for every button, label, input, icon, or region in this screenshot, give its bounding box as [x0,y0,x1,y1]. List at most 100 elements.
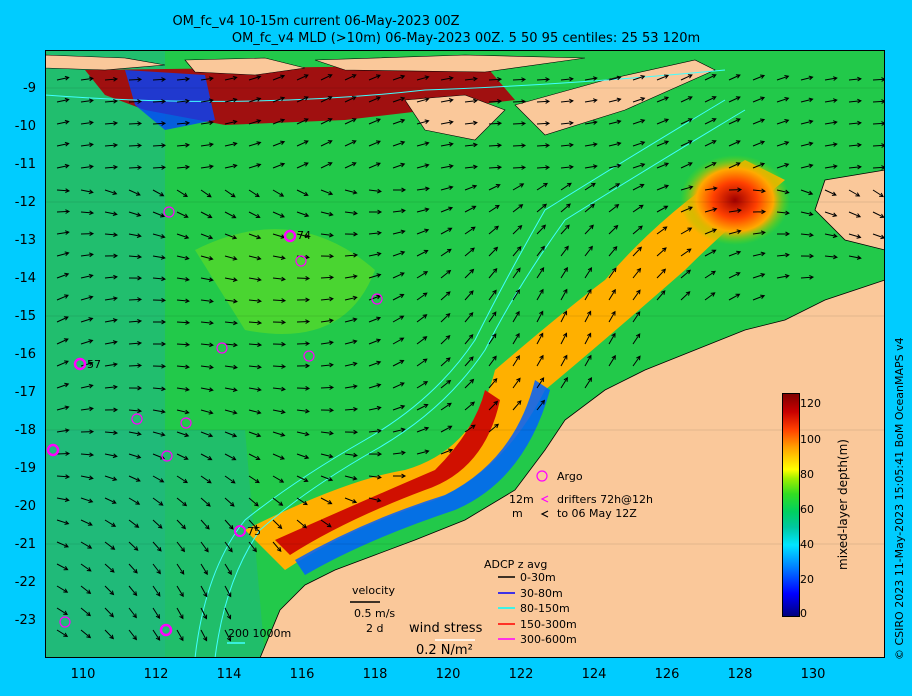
velocity-arrow [872,211,885,218]
velocity-arrow [488,400,499,411]
velocity-arrow [608,246,618,257]
velocity-arrow [344,252,359,258]
velocity-arrow [80,210,95,216]
velocity-arrow [488,268,498,279]
velocity-arrow [536,354,544,367]
velocity-arrow [176,364,190,370]
velocity-arrow [224,409,238,415]
velocity-arrow [608,203,620,213]
velocity-arrow [488,378,498,389]
velocity-arrow [128,77,143,82]
velocity-arrow [560,164,574,170]
velocity-arrow [176,387,190,392]
colorbar-tick: 40 [800,538,814,551]
velocity-arrow [344,189,358,195]
velocity-arrow [296,431,310,437]
velocity-arrow [464,164,478,170]
velocity-arrow [728,162,741,169]
contour-1000 [194,99,726,658]
colorbar [782,393,800,617]
velocity-arrow [176,585,184,598]
velocity-arrow [392,229,406,235]
velocity-arrow [464,98,478,104]
velocity-arrow [128,275,143,281]
velocity-arrow [416,207,430,213]
velocity-arrow [104,189,118,195]
velocity-arrow [560,142,574,148]
velocity-arrow [560,245,569,257]
velocity-arrow [56,163,70,169]
colorbar-tick: 120 [800,397,821,410]
velocity-arrow [248,189,260,198]
velocity-arrow [128,519,140,528]
velocity-arrow [152,276,167,282]
velocity-arrow [248,475,260,484]
velocity-arrow [176,76,191,82]
velocity-arrow [56,188,71,193]
velocity-arrow [152,541,162,552]
island-sumba [404,94,506,141]
velocity-arrow [632,355,641,367]
velocity-arrow [392,118,406,125]
velocity-arrow [728,96,741,103]
velocity-arrow [368,188,382,194]
drifters-label: drifters 72h@12h [557,493,654,506]
velocity-arrow [272,319,287,325]
velocity-arrow [392,359,405,367]
yellow-patch [195,229,375,334]
velocity-arrow [128,629,138,641]
velocity-arrow [80,629,92,639]
velocity-arrow [320,340,334,346]
velocity-arrow [152,475,165,483]
velocity-arrow [416,381,429,389]
velocity-arrow [560,376,568,389]
adcp-item: 30-80m [520,587,563,600]
velocity-arrow [224,163,238,169]
velocity-arrow [344,452,358,458]
colorbar-tick: 80 [800,468,814,481]
velocity-arrow [488,225,500,235]
velocity-arrow [728,272,741,279]
velocity-arrow [224,75,238,81]
velocity-arrow [104,211,118,216]
velocity-arrow [560,332,568,345]
velocity-arrow [56,563,69,571]
velocity-arrow [728,118,741,125]
velocity-arrow [224,277,238,282]
velocity-arrow [224,233,238,240]
velocity-arrow [392,96,406,103]
velocity-arrow [824,120,838,125]
argo-float [234,525,246,537]
y-tick: -9 [23,81,36,96]
velocity-arrow [320,162,333,169]
island-flores [314,54,586,73]
velocity-arrow [752,140,766,147]
y-tick: -11 [14,157,36,172]
x-tick: 130 [800,667,826,682]
velocity-arrow [536,377,545,389]
velocity-arrow [152,297,167,303]
velocity-arrow [776,231,791,237]
velocity-arrow [248,453,261,460]
velocity-arrow [176,233,190,240]
velocity-arrow [752,209,767,215]
velocity-arrow [176,320,191,325]
mld-shelf-edge-red [275,390,500,555]
velocity-arrow [416,358,428,367]
velocity-arrow [56,405,70,411]
y-tick: -22 [14,575,36,590]
velocity-arrow [512,267,521,279]
velocity-arrow [824,142,838,147]
velocity-arrow [248,387,262,392]
velocity-arrow [536,310,544,323]
y-tick: -20 [14,499,36,514]
velocity-arrow [248,342,263,348]
velocity-arrow [152,255,166,260]
velocity-arrow [104,384,118,390]
velocity-arrow [464,247,475,257]
velocity-arrow [224,519,234,530]
velocity-arrow [368,118,381,125]
velocity-arrow [224,541,233,553]
velocity-arrow [176,211,189,218]
velocity-arrow [56,541,69,548]
